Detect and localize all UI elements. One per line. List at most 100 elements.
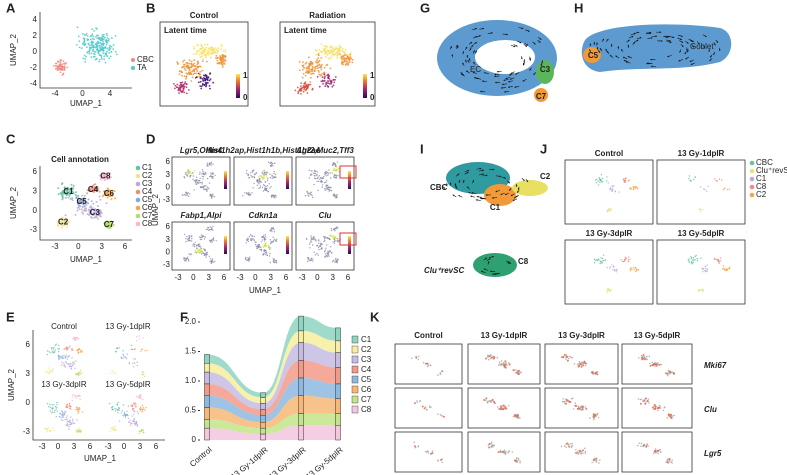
point: [427, 364, 430, 367]
point: [591, 372, 594, 374]
x-tick-label: -3: [298, 273, 306, 282]
x-tick-label: -3: [51, 242, 59, 251]
point: [126, 410, 128, 412]
point: [323, 175, 325, 178]
point: [89, 188, 91, 191]
point: [88, 210, 91, 213]
point: [94, 43, 97, 46]
point: [73, 361, 75, 363]
point: [102, 194, 105, 197]
point: [71, 399, 74, 402]
velocity-arrow: [524, 42, 529, 46]
point: [83, 37, 85, 40]
point: [330, 235, 332, 237]
point: [630, 270, 632, 272]
point: [658, 449, 661, 451]
point: [66, 187, 69, 190]
point: [320, 242, 322, 245]
point: [194, 249, 197, 252]
point: [209, 73, 211, 75]
panel-letter: H: [574, 0, 583, 15]
velocity-arrow: [474, 50, 477, 54]
point: [208, 255, 210, 257]
point: [49, 371, 51, 373]
point: [309, 174, 312, 176]
point: [275, 196, 277, 198]
y-tick-label: 4: [33, 15, 38, 24]
point: [57, 225, 60, 228]
point: [702, 288, 704, 290]
point: [120, 356, 122, 358]
point: [54, 409, 56, 412]
point: [504, 363, 507, 366]
point: [250, 238, 252, 240]
point: [567, 357, 570, 360]
point: [333, 81, 336, 84]
y-tick-label: 0: [26, 398, 31, 407]
point: [273, 194, 275, 197]
point: [266, 190, 268, 192]
point: [202, 170, 204, 173]
point: [317, 189, 319, 192]
cluster-label: C3: [540, 65, 551, 74]
point: [133, 358, 135, 360]
point: [142, 406, 144, 408]
point: [612, 185, 614, 188]
legend-label: C5: [361, 375, 372, 384]
point: [87, 50, 89, 53]
point: [183, 59, 186, 62]
point: [63, 362, 65, 364]
point: [264, 184, 266, 187]
alluvial-band: [207, 378, 338, 423]
point: [204, 79, 207, 82]
point: [312, 260, 314, 262]
point: [205, 82, 208, 85]
point: [77, 202, 80, 205]
gene-label: Hist1h2ap,Hist1h1b,Hist1h2ae: [206, 146, 321, 155]
point: [253, 177, 256, 179]
point: [647, 398, 650, 400]
point: [561, 401, 564, 403]
point: [694, 176, 697, 178]
point: [671, 459, 674, 462]
point: [319, 180, 322, 182]
point: [104, 225, 107, 228]
point: [190, 62, 193, 65]
legend-swatch: [135, 173, 141, 179]
point: [334, 230, 336, 232]
point: [49, 406, 51, 409]
point: [203, 173, 205, 175]
point: [261, 186, 264, 188]
point: [134, 348, 136, 350]
point: [335, 227, 337, 230]
plot-frame: [295, 156, 355, 206]
point: [118, 420, 121, 422]
point: [318, 63, 321, 66]
point: [518, 369, 521, 372]
point: [205, 173, 207, 175]
cell-cloud: [484, 184, 516, 206]
velocity-arrow: [696, 41, 700, 45]
point: [106, 42, 109, 44]
point: [213, 48, 215, 51]
point: [329, 172, 331, 174]
zoom-box: [339, 232, 357, 246]
point: [700, 186, 702, 188]
point: [252, 169, 254, 172]
legend-swatch: [135, 205, 141, 211]
velocity-arrow: [685, 56, 690, 60]
point: [64, 63, 67, 65]
velocity-arrow: [521, 177, 525, 181]
point: [69, 419, 71, 421]
point: [93, 53, 96, 56]
legend-label: C2: [756, 190, 767, 199]
point: [690, 261, 693, 264]
point: [687, 259, 689, 261]
point: [142, 431, 145, 434]
point: [313, 169, 316, 172]
point: [142, 374, 145, 376]
point: [261, 171, 264, 173]
panel-title: Control: [190, 11, 218, 20]
point: [716, 259, 719, 262]
point: [49, 369, 51, 371]
